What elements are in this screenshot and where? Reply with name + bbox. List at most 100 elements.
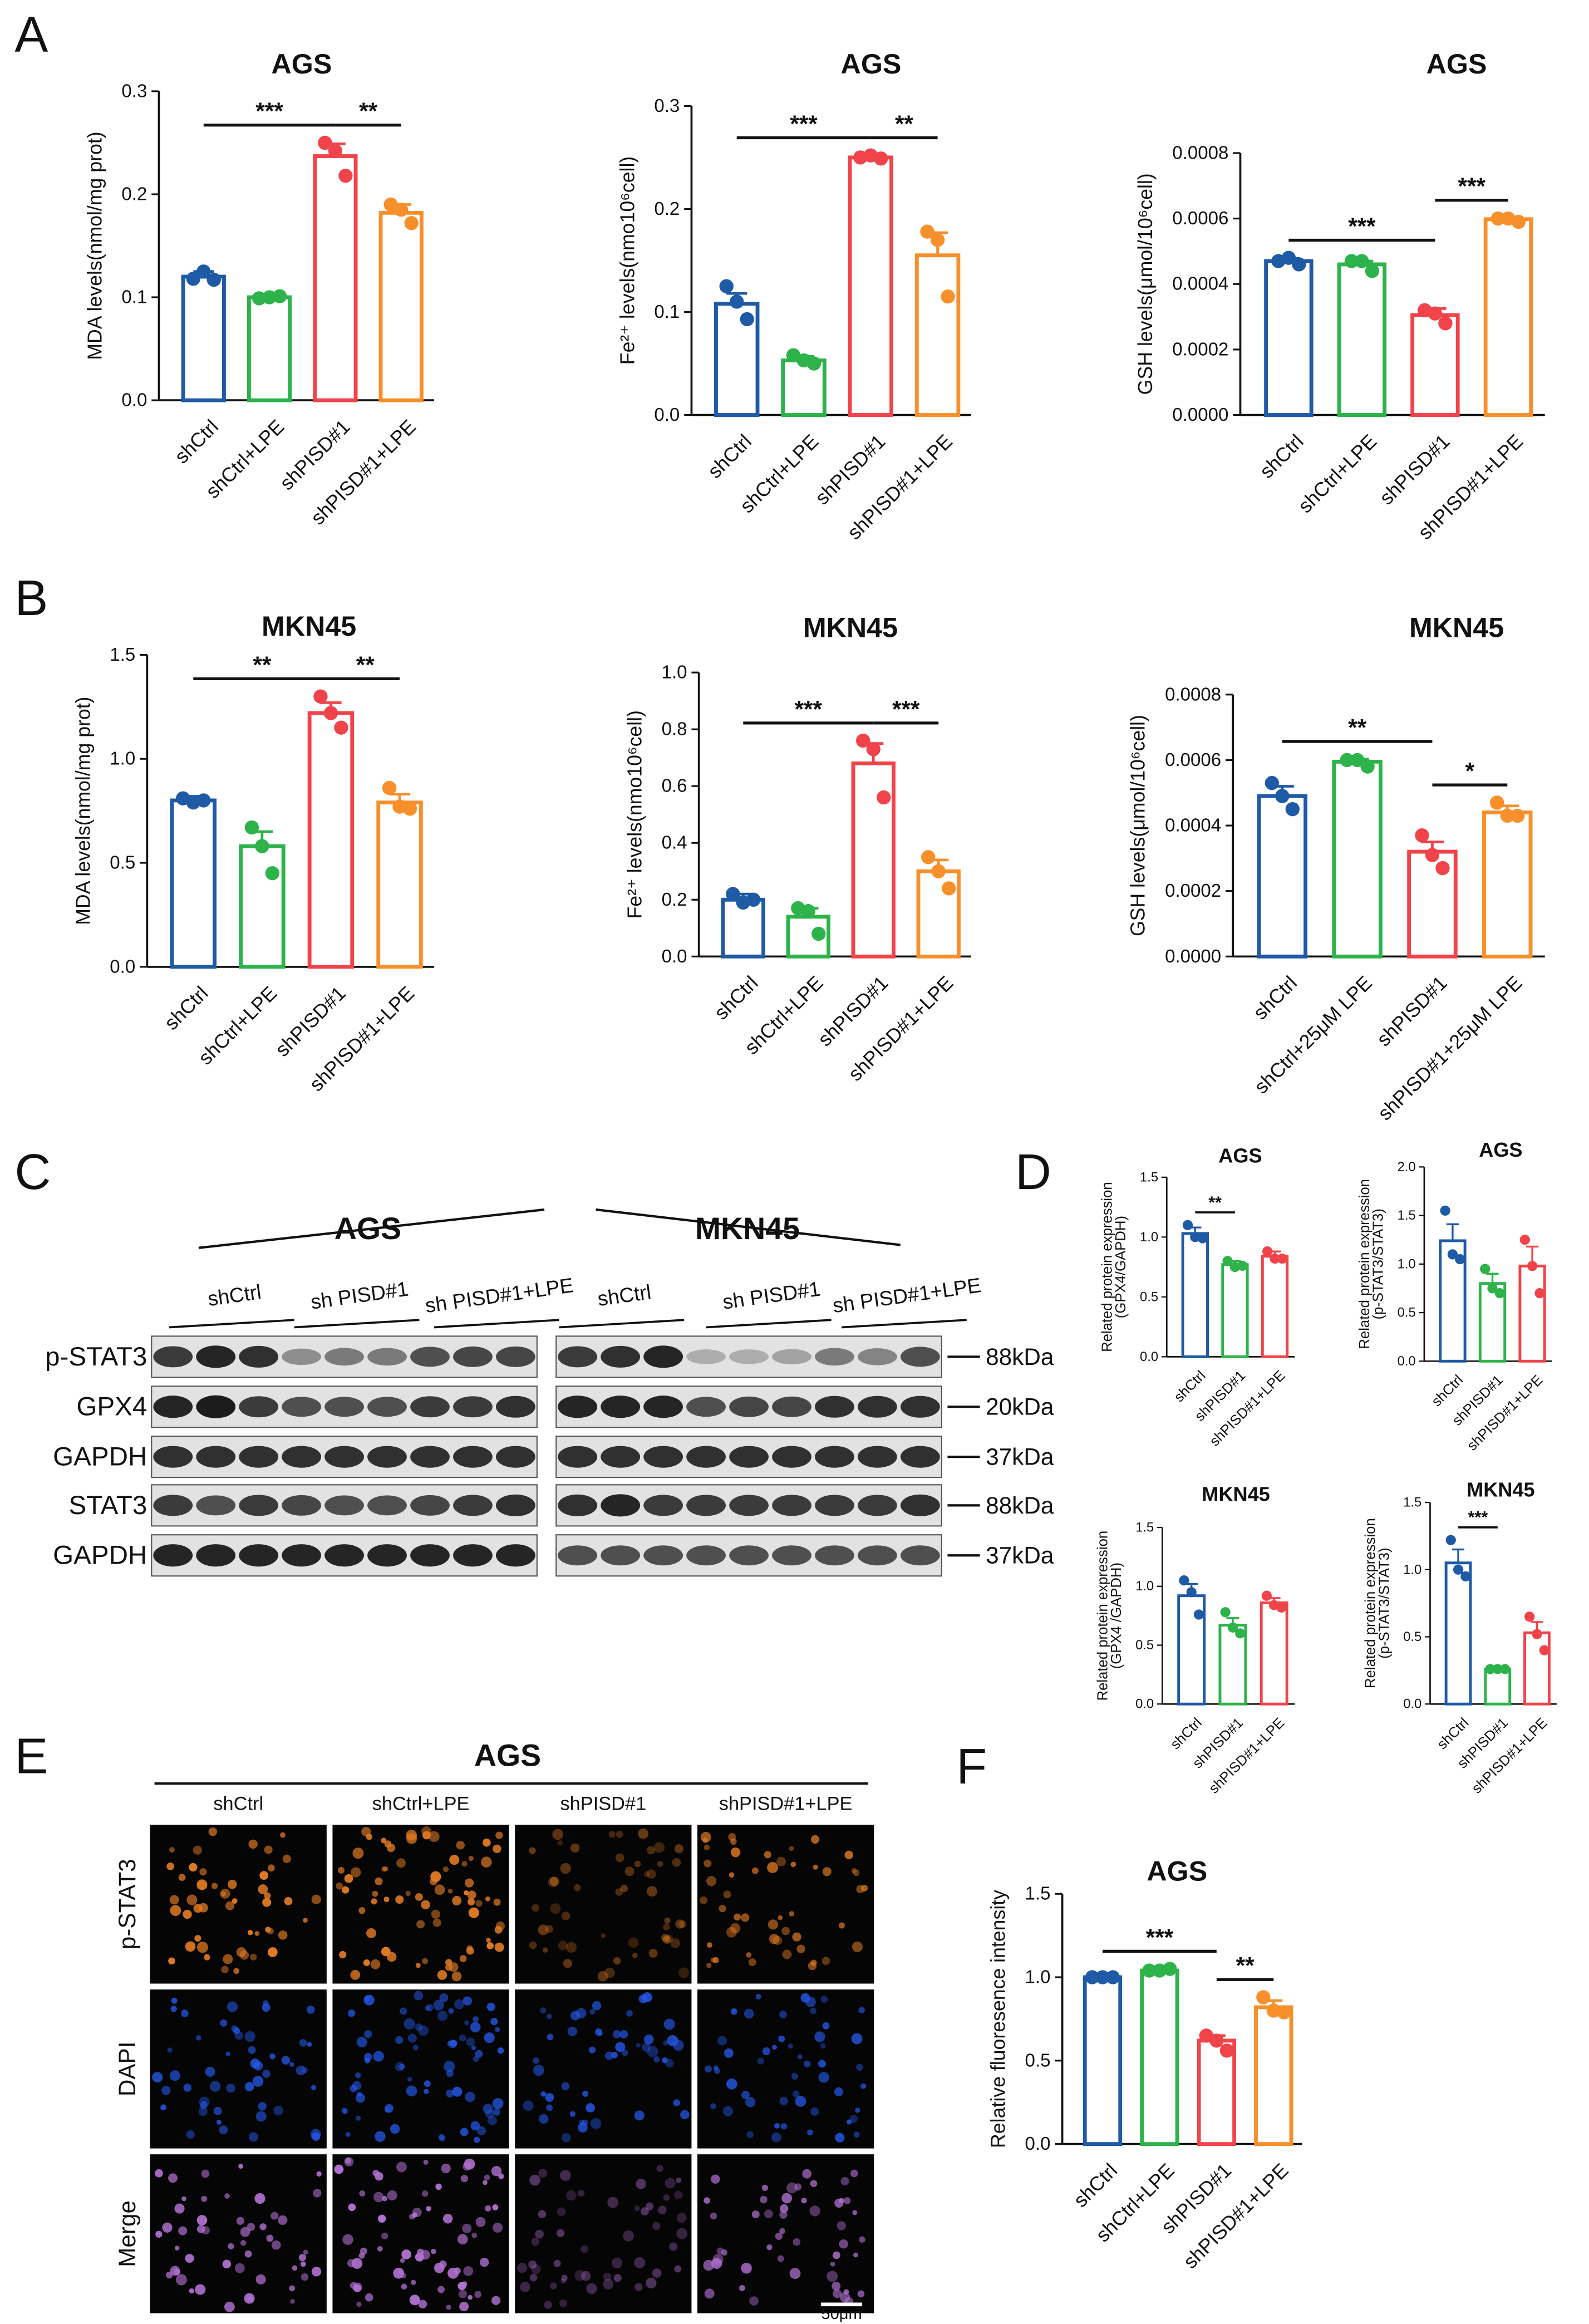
blot-band (496, 1396, 535, 1418)
cell (546, 2013, 552, 2020)
cell (615, 1853, 624, 1863)
blot-band (282, 1446, 322, 1468)
cell (749, 2296, 759, 2306)
cell (473, 2056, 479, 2062)
blot-band (153, 1396, 193, 1418)
cell (810, 2107, 819, 2116)
cell (270, 2212, 279, 2220)
cell (233, 1968, 240, 1974)
data-point (1438, 316, 1453, 331)
data-point (1095, 1970, 1110, 1984)
data-point (1490, 795, 1504, 810)
data-point (1460, 1571, 1471, 1582)
data-point (1428, 306, 1443, 321)
cell (459, 2302, 469, 2312)
bar (1444, 1561, 1472, 1706)
y-tick-label: 0.0 (1403, 1697, 1421, 1712)
bar (181, 274, 226, 402)
cell (821, 1957, 830, 1965)
cell (612, 2030, 621, 2038)
cell (224, 2193, 230, 2199)
cell (475, 2050, 483, 2058)
size-label: 37kDa (986, 1444, 1054, 1470)
y-tick-label: 0.0004 (1165, 815, 1221, 836)
data-point (1340, 753, 1354, 768)
blot-band (601, 1494, 641, 1517)
cell (449, 1855, 460, 1865)
cell (170, 2006, 177, 2012)
data-point (313, 689, 328, 704)
cell (439, 1993, 449, 2002)
cell (415, 1893, 423, 1901)
data-point (1237, 1260, 1248, 1271)
cell (561, 2274, 568, 2281)
cell (786, 2182, 798, 2194)
cell (355, 2093, 366, 2103)
cell (589, 2046, 596, 2053)
cell (764, 1851, 771, 1859)
cell (730, 1847, 741, 1858)
cell (632, 1953, 638, 1958)
blot-band (496, 1346, 535, 1367)
cell (539, 2114, 549, 2124)
cell (652, 2222, 661, 2230)
cell (638, 1828, 649, 1839)
cell (381, 1837, 387, 1844)
cell (252, 2076, 264, 2087)
cell (636, 2043, 641, 2048)
cell (814, 2031, 825, 2042)
cell (613, 1957, 621, 1965)
cell (773, 1935, 783, 1945)
cell (792, 1932, 801, 1942)
cell (844, 1850, 853, 1860)
cell (372, 2169, 380, 2176)
cell (421, 1900, 430, 1910)
cell (789, 1911, 795, 1917)
cell (621, 2049, 628, 2056)
cell (523, 2100, 534, 2111)
cell (471, 2232, 478, 2238)
scale-bar-label: 50μm (821, 2305, 862, 2323)
cell (531, 2238, 539, 2246)
bar (1257, 794, 1308, 959)
cell (772, 2045, 777, 2050)
data-point (334, 720, 348, 735)
cell (663, 2194, 670, 2201)
cell (729, 1872, 735, 1878)
cell (853, 2252, 858, 2258)
blot-band (367, 1446, 407, 1468)
cell (813, 1864, 818, 1870)
cell (739, 2284, 745, 2291)
blot-band (772, 1349, 811, 1365)
cell (849, 2115, 858, 2123)
blot-band (367, 1397, 407, 1417)
bar (1264, 259, 1313, 417)
cell (339, 1950, 347, 1959)
cell (624, 1866, 634, 1876)
cell (793, 2238, 801, 2246)
cell (358, 2252, 365, 2259)
cell (430, 1871, 441, 1882)
bar (1181, 1232, 1209, 1358)
micrograph (697, 1825, 874, 1984)
cell (734, 1913, 741, 1921)
condition-line (169, 1319, 294, 1329)
data-point (930, 233, 945, 247)
cell (421, 2190, 429, 2197)
cell-line-label: MKN45 (695, 1211, 800, 1246)
cell (204, 1954, 210, 1961)
cell (777, 2255, 784, 2262)
cell (186, 2130, 195, 2139)
cell (390, 2124, 400, 2134)
cell (181, 2196, 186, 2202)
cell (448, 2008, 454, 2014)
data-point (1435, 861, 1450, 876)
cell (468, 1907, 479, 1918)
cell (781, 1927, 790, 1935)
cell (363, 1959, 370, 1966)
cell (491, 2296, 501, 2305)
blot-band (153, 1544, 193, 1567)
cell (528, 2260, 537, 2269)
cell (334, 2164, 344, 2174)
cell (760, 2195, 768, 2204)
